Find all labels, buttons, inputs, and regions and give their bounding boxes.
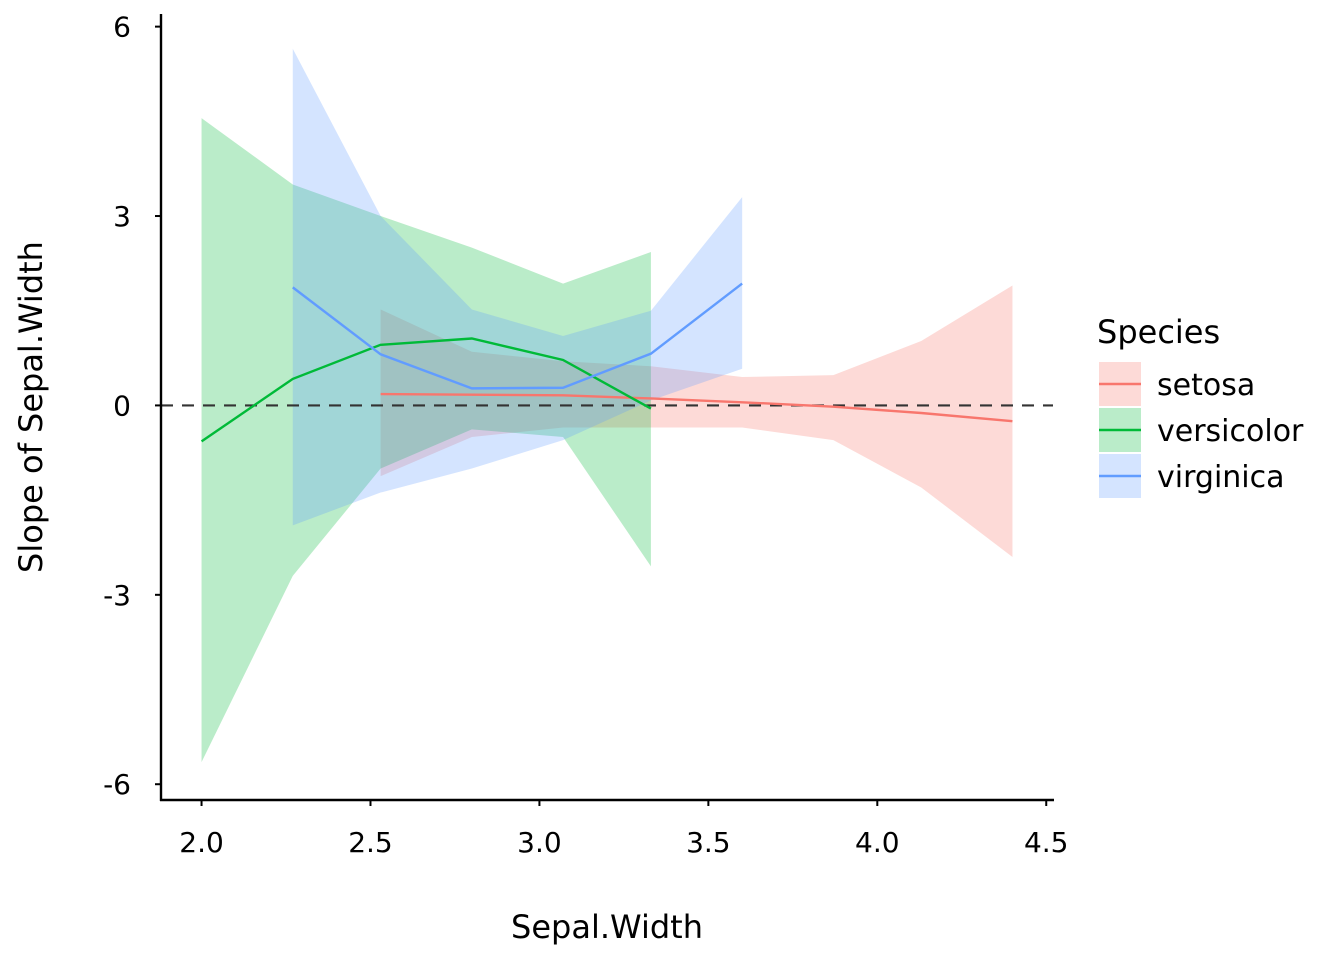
x-axis-title: Sepal.Width (511, 908, 703, 946)
y-tick-label: -3 (103, 579, 131, 612)
x-tick-label: 4.0 (855, 826, 900, 859)
virginica-slope-line (292, 282, 743, 390)
y-tick-label: -6 (103, 768, 131, 801)
x-tick-labels: 2.0 2.5 3.0 3.5 4.0 4.5 (179, 800, 1069, 859)
legend-label-setosa: setosa (1157, 368, 1255, 403)
x-tick-label: 2.5 (348, 826, 393, 859)
series-lines (200, 282, 1013, 443)
versicolor-slope-line (200, 337, 652, 443)
y-tick-label: 6 (113, 11, 131, 44)
versicolor-confidence-band (201, 118, 651, 763)
legend: Species setosa versicolor virginica (1097, 313, 1304, 498)
legend-title: Species (1097, 313, 1220, 351)
y-axis-title: Slope of Sepal.Width (12, 241, 50, 573)
setosa-confidence-band (380, 285, 1013, 557)
setosa-slope-line (380, 392, 1013, 423)
x-tick-label: 3.5 (686, 826, 731, 859)
x-tick-label: 3.0 (517, 826, 562, 859)
y-tick-labels: 6 3 0 -3 -6 (103, 11, 161, 801)
y-tick-label: 3 (113, 200, 131, 233)
y-tick-label: 0 (113, 389, 131, 422)
x-tick-label: 4.5 (1024, 826, 1069, 859)
legend-label-versicolor: versicolor (1157, 414, 1304, 449)
legend-label-virginica: virginica (1157, 460, 1285, 495)
x-tick-label: 2.0 (179, 826, 224, 859)
